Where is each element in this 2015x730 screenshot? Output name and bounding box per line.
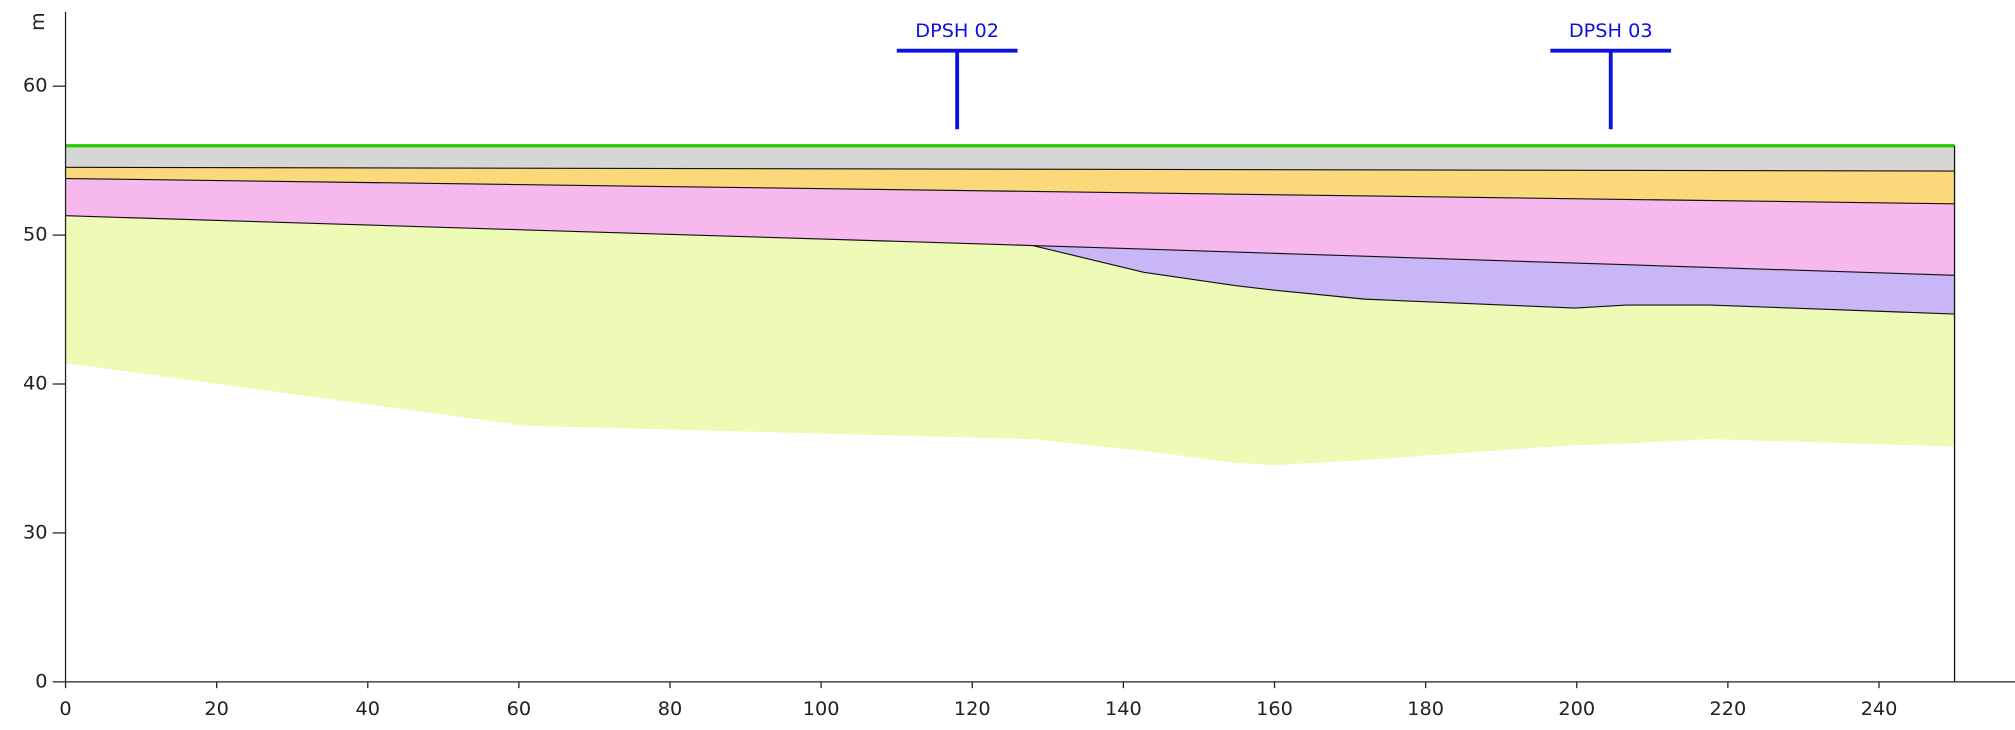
y-tick-label: 40 (23, 372, 48, 395)
borehole-label: DPSH 02 (915, 19, 999, 42)
y-tick-label: 50 (23, 223, 48, 246)
x-tick-label: 220 (1709, 697, 1746, 720)
x-tick-label: 160 (1256, 697, 1293, 720)
x-tick-label: 200 (1558, 697, 1595, 720)
y-unit: m (26, 12, 49, 31)
x-tick-label: 80 (658, 697, 683, 720)
chart: m DPSH 02 DPSH 03 0 30 40 50 60 0 20 40 60 80 100 120… (0, 0, 2015, 730)
y-tick-label: 60 (23, 74, 48, 97)
x-tick-label: 140 (1105, 697, 1142, 720)
y-tick-label: 0 (35, 669, 47, 692)
x-tick-label: 0 (59, 697, 71, 720)
x-tick-label: 120 (954, 697, 991, 720)
y-tick-label: 30 (23, 521, 48, 544)
x-tick-label: 60 (507, 697, 532, 720)
x-tick-label: 180 (1407, 697, 1444, 720)
x-tick-label: 40 (356, 697, 381, 720)
x-tick-label: 240 (1861, 697, 1898, 720)
x-tick-label: 20 (204, 697, 229, 720)
page: {"chart_data": { "type": "section", "y_u… (0, 0, 2015, 730)
x-tick-label: 100 (803, 697, 840, 720)
borehole-label: DPSH 03 (1569, 19, 1653, 42)
layer (66, 146, 1955, 171)
